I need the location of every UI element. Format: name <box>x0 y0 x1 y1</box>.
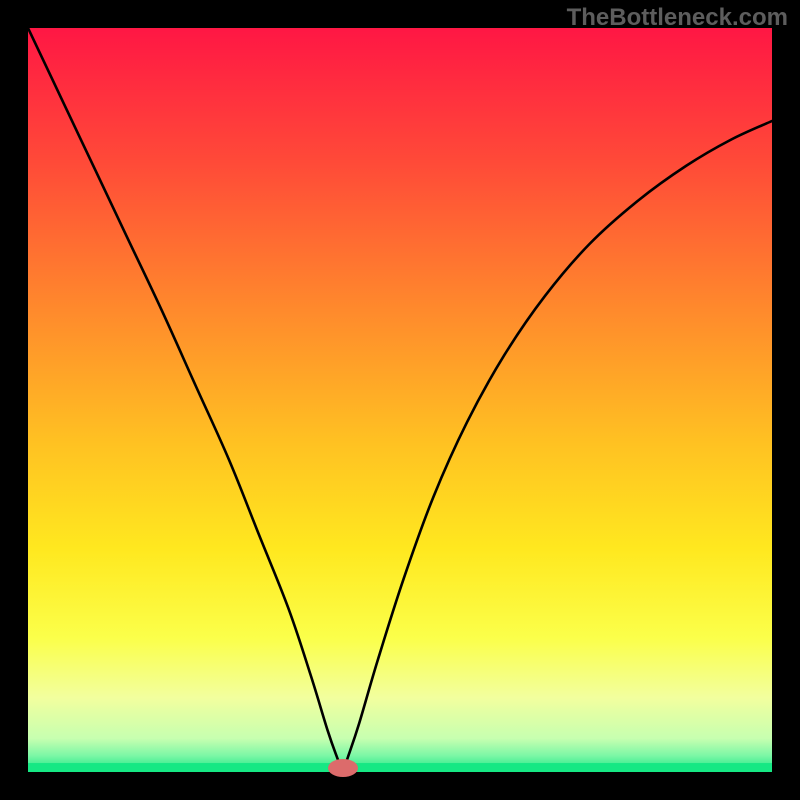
plot-background <box>28 28 772 772</box>
chart-frame: TheBottleneck.com <box>0 0 800 800</box>
optimal-marker <box>328 759 358 777</box>
